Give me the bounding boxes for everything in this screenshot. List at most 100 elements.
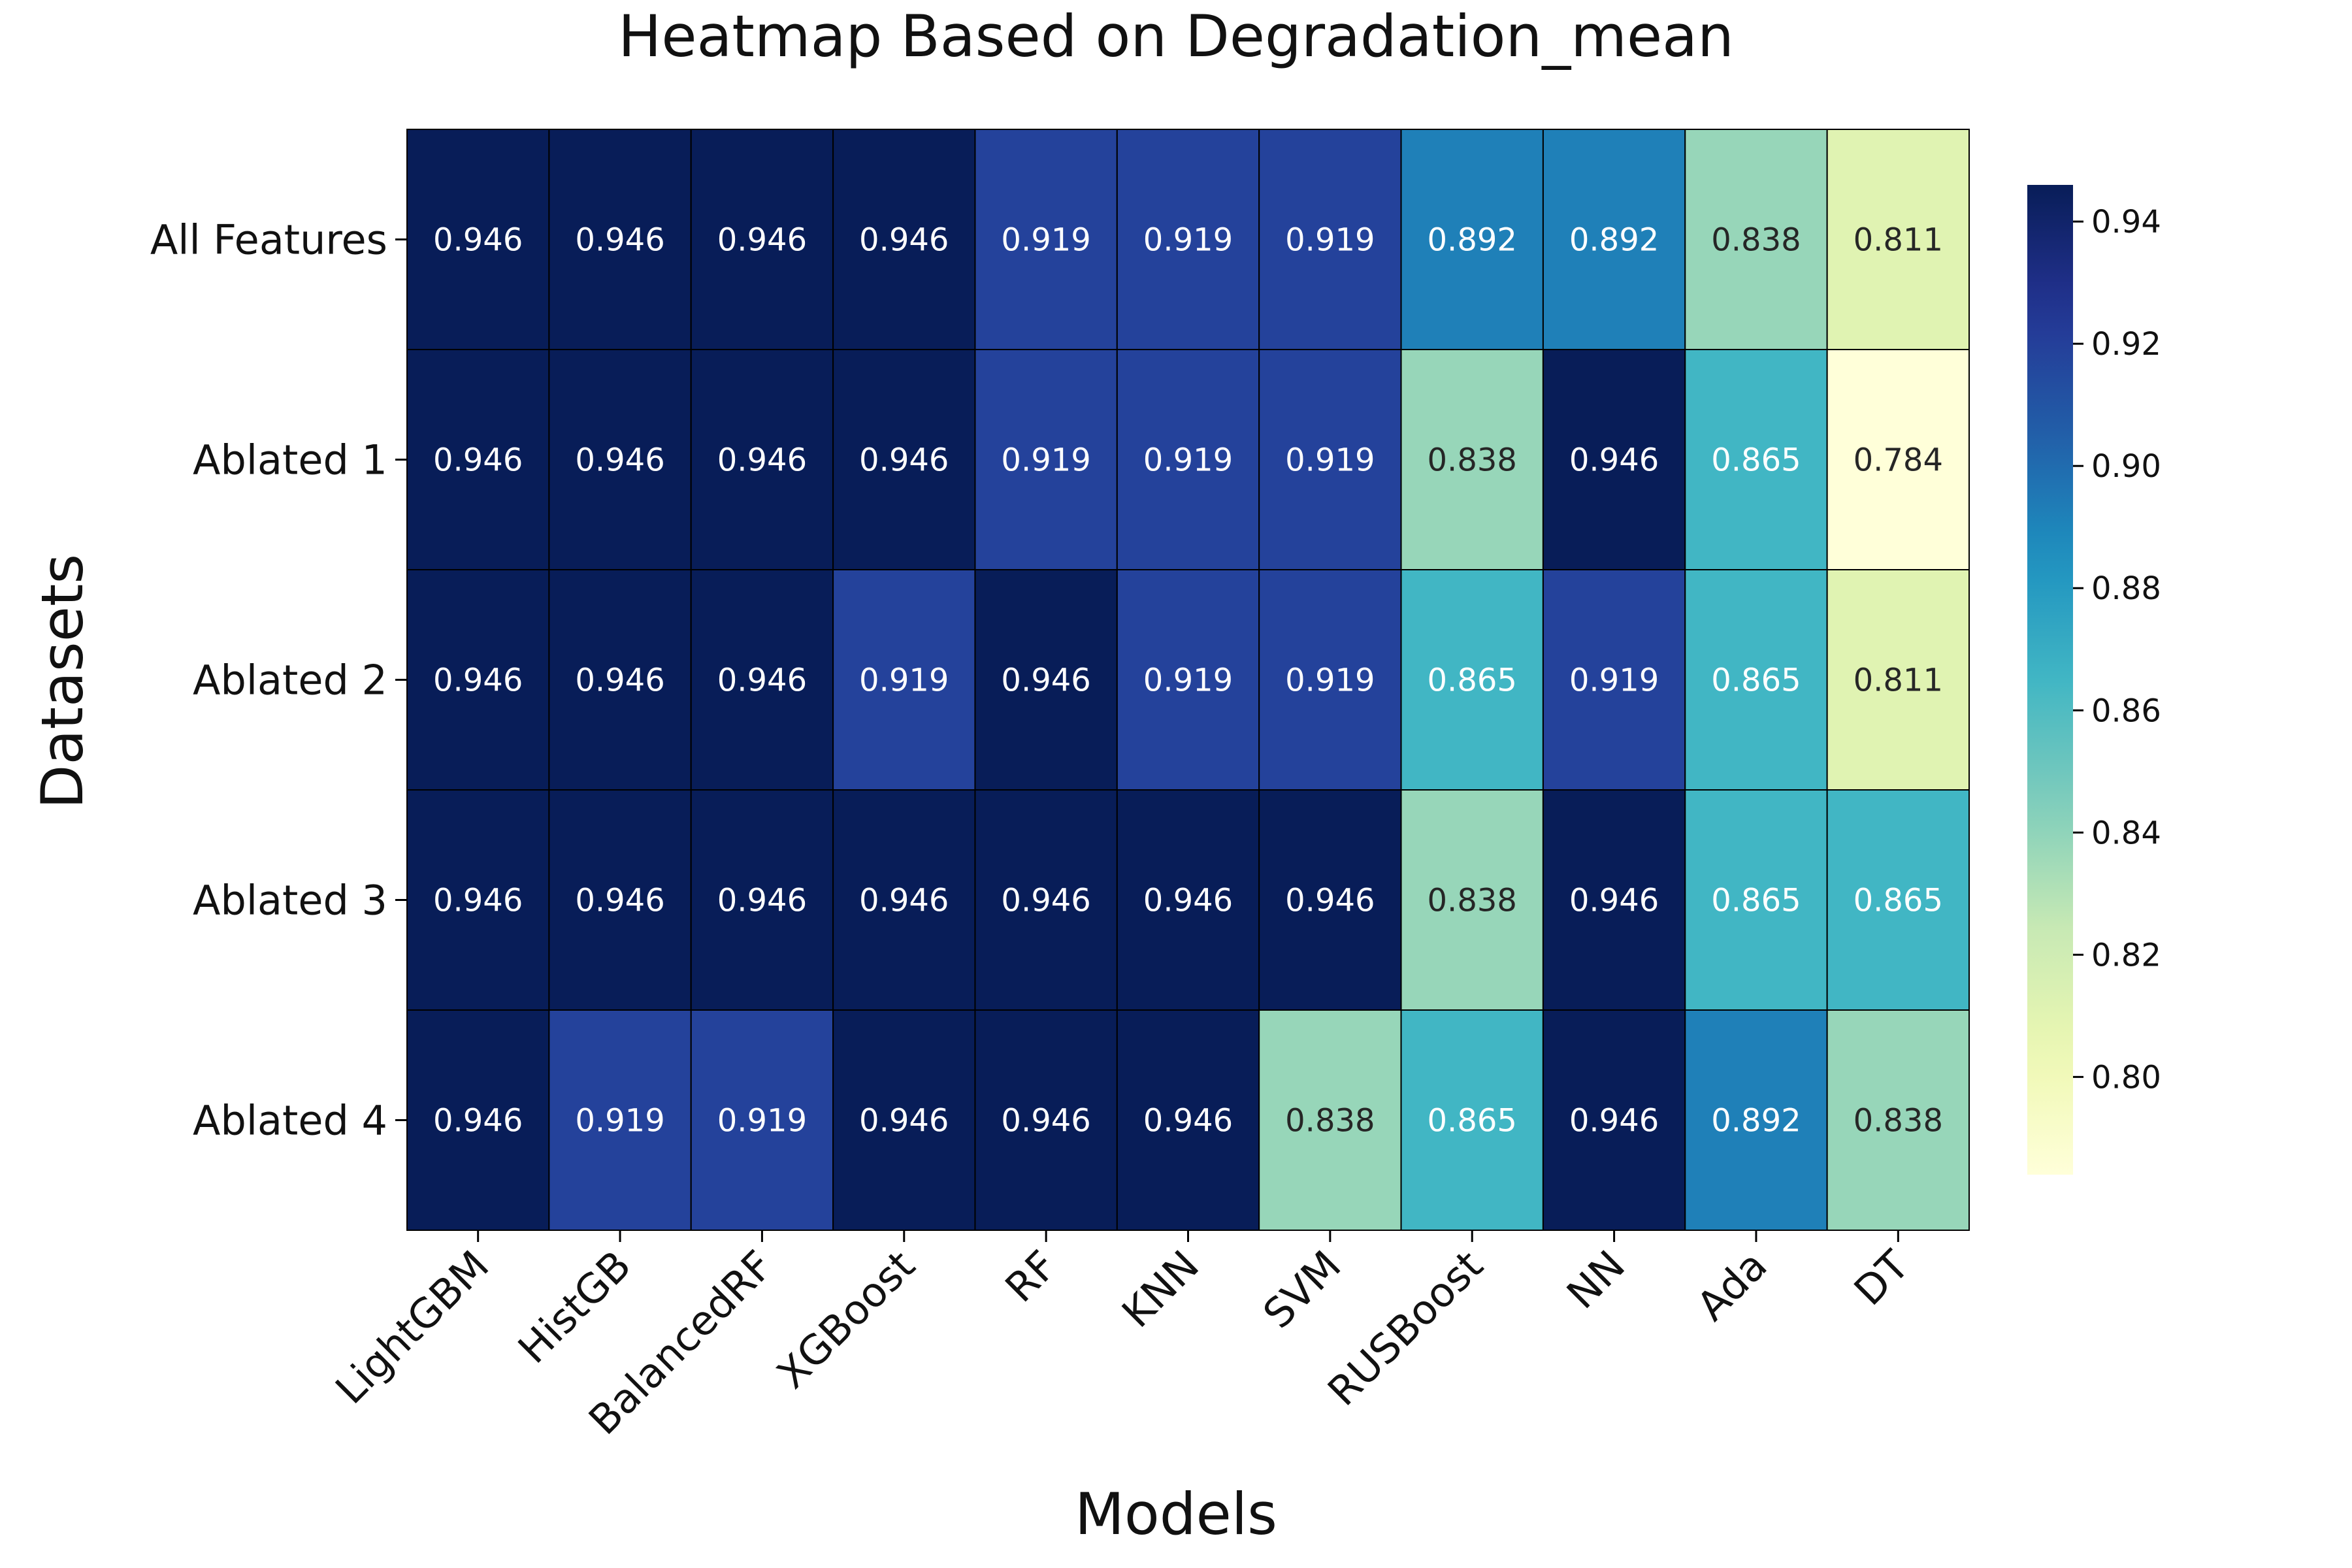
colorbar-tick-label: 0.86 <box>2091 693 2161 729</box>
cell-value-label: 0.919 <box>859 662 949 699</box>
heatmap-cell <box>548 129 692 350</box>
heatmap-cell <box>974 569 1118 791</box>
heatmap-cell <box>406 129 550 350</box>
cell-value-label: 0.892 <box>1428 222 1517 259</box>
cell-value-label: 0.946 <box>1001 1103 1090 1139</box>
x-tick-label: LightGBM <box>326 1241 498 1413</box>
cell-value-label: 0.946 <box>859 442 949 479</box>
heatmap-cell <box>1542 349 1686 570</box>
cell-value-label: 0.946 <box>859 222 949 259</box>
x-tick-label: NN <box>1558 1241 1634 1318</box>
cell-value-label: 0.892 <box>1569 222 1659 259</box>
x-tick-label: Ada <box>1688 1241 1776 1330</box>
heatmap-cell <box>1542 789 1686 1011</box>
cell-value-label: 0.946 <box>859 1103 949 1139</box>
heatmap-cell <box>1826 349 1970 570</box>
cell-value-label: 0.784 <box>1854 442 1943 479</box>
cell-value-label: 0.919 <box>1001 222 1090 259</box>
x-tick-label: SVM <box>1254 1241 1350 1337</box>
y-axis-label: Datasets <box>29 554 96 809</box>
y-tick-label: All Features <box>150 216 387 264</box>
cell-value-label: 0.919 <box>1143 662 1233 699</box>
x-tick-label: RF <box>996 1241 1066 1311</box>
heatmap-cell <box>406 569 550 791</box>
x-tick-label: HistGB <box>509 1241 640 1373</box>
heatmap-cell <box>1826 129 1970 350</box>
cell-value-label: 0.865 <box>1711 442 1801 479</box>
cell-value-label: 0.946 <box>433 442 523 479</box>
cell-value-label: 0.946 <box>859 883 949 919</box>
heatmap-cell <box>690 349 834 570</box>
cell-value-label: 0.838 <box>1854 1103 1943 1139</box>
cell-value-label: 0.919 <box>1285 662 1375 699</box>
cell-value-label: 0.946 <box>1569 1103 1659 1139</box>
cell-value-label: 0.946 <box>575 222 664 259</box>
heatmap-cell <box>1400 129 1544 350</box>
cell-value-label: 0.946 <box>1001 662 1090 699</box>
x-tick-label: RUSBoost <box>1318 1241 1492 1415</box>
cell-value-label: 0.919 <box>1143 222 1233 259</box>
cell-value-label: 0.946 <box>433 1103 523 1139</box>
heatmap-cell <box>690 569 834 791</box>
heatmap-cell <box>1116 349 1260 570</box>
cell-value-label: 0.865 <box>1711 883 1801 919</box>
cell-value-label: 0.946 <box>433 883 523 919</box>
heatmap-cell <box>1684 789 1828 1011</box>
cell-value-label: 0.838 <box>1428 883 1517 919</box>
heatmap-cell <box>1684 129 1828 350</box>
cell-value-label: 0.892 <box>1711 1103 1801 1139</box>
cell-value-label: 0.919 <box>1143 442 1233 479</box>
cell-value-label: 0.946 <box>575 662 664 699</box>
heatmap-cell <box>832 349 976 570</box>
colorbar-tick-label: 0.94 <box>2091 204 2161 240</box>
y-tick-label: Ablated 3 <box>193 877 387 924</box>
heatmap-cells <box>406 129 1970 1231</box>
y-tick-label: Ablated 1 <box>193 436 387 484</box>
cell-value-label: 0.919 <box>1285 442 1375 479</box>
heatmap-cell <box>1258 789 1402 1011</box>
cell-value-label: 0.946 <box>1569 442 1659 479</box>
colorbar-tick-label: 0.82 <box>2091 937 2161 973</box>
heatmap-cell <box>832 1009 976 1231</box>
colorbar-tick-label: 0.84 <box>2091 815 2161 851</box>
heatmap-cell <box>1116 1009 1260 1231</box>
cell-value-label: 0.865 <box>1854 883 1943 919</box>
cell-value-label: 0.946 <box>1001 883 1090 919</box>
heatmap-cell <box>832 789 976 1011</box>
heatmap-cell <box>974 129 1118 350</box>
heatmap-cell <box>974 789 1118 1011</box>
heatmap-cell <box>1826 569 1970 791</box>
x-axis-label: Models <box>1075 1480 1277 1548</box>
x-tick-label: XGBoost <box>768 1241 924 1397</box>
colorbar-tick-label: 0.92 <box>2091 326 2161 363</box>
heatmap-cell <box>1400 349 1544 570</box>
heatmap-cell <box>1116 569 1260 791</box>
heatmap-cell <box>1542 569 1686 791</box>
heatmap-cell <box>1684 1009 1828 1231</box>
colorbar-tick-label: 0.80 <box>2091 1059 2161 1096</box>
cell-value-label: 0.811 <box>1854 222 1943 259</box>
cell-value-label: 0.946 <box>575 442 664 479</box>
colorbar-tick-label: 0.90 <box>2091 448 2161 485</box>
y-axis-ticks: All Features Ablated 1 Ablated 2 Ablated 3 A… <box>150 216 407 1145</box>
heatmap-cell <box>1258 569 1402 791</box>
cell-value-label: 0.838 <box>1711 222 1801 259</box>
heatmap-cell <box>832 129 976 350</box>
heatmap-cell <box>406 349 550 570</box>
cell-value-label: 0.865 <box>1428 662 1517 699</box>
chart-title: Heatmap Based on Degradation_mean <box>618 3 1734 70</box>
heatmap-cell <box>1826 789 1970 1011</box>
cell-value-label: 0.946 <box>717 883 807 919</box>
heatmap-cell <box>690 129 834 350</box>
cell-value-label: 0.838 <box>1428 442 1517 479</box>
heatmap-cell <box>690 1009 834 1231</box>
cell-value-label: 0.946 <box>717 222 807 259</box>
heatmap-cell <box>406 1009 550 1231</box>
cell-value-label: 0.865 <box>1428 1103 1517 1139</box>
cell-value-label: 0.946 <box>1285 883 1375 919</box>
heatmap-cell <box>1116 789 1260 1011</box>
cell-value-label: 0.946 <box>433 222 523 259</box>
colorbar: 0.80 0.82 0.84 0.86 0.88 0.90 0.92 0.94 <box>2027 185 2161 1175</box>
